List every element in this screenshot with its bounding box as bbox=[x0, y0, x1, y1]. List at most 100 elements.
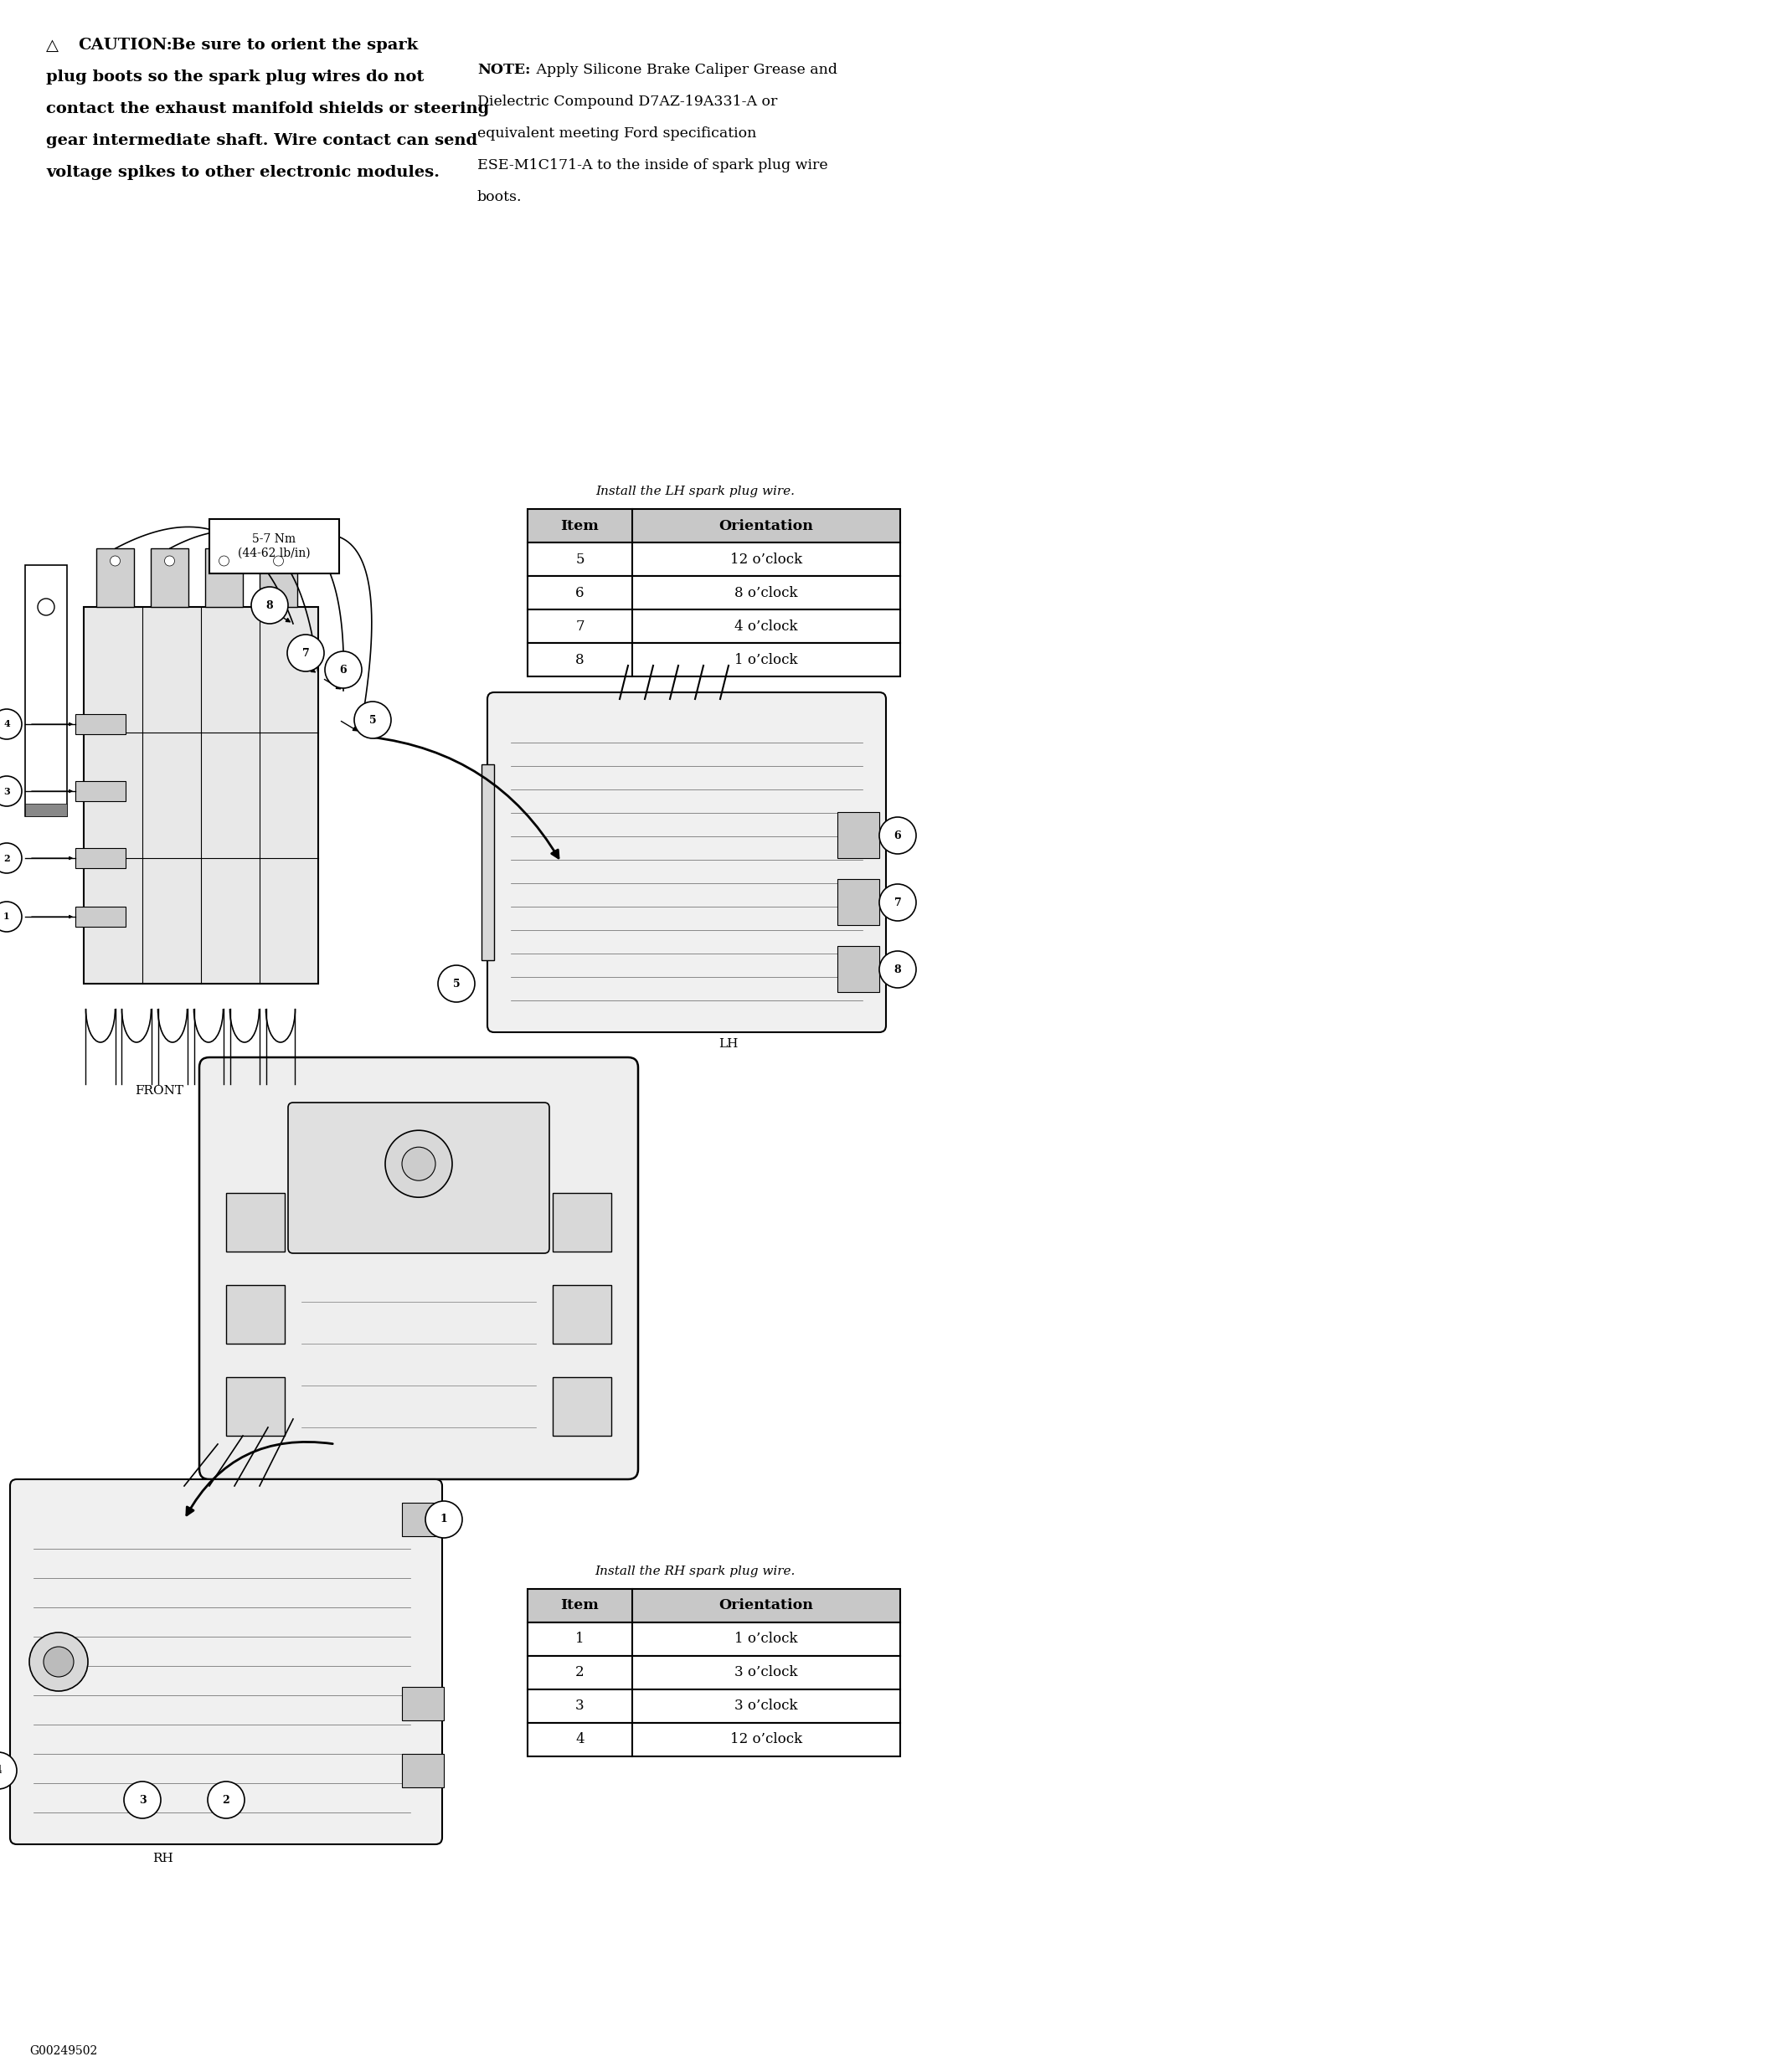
Text: NOTE:: NOTE: bbox=[478, 62, 531, 77]
Circle shape bbox=[385, 1131, 453, 1198]
Bar bbox=[96, 549, 134, 607]
Circle shape bbox=[879, 816, 916, 854]
Bar bbox=[403, 1753, 444, 1788]
Text: 8: 8 bbox=[266, 599, 273, 611]
Text: Apply Silicone Brake Caliper Grease and: Apply Silicone Brake Caliper Grease and bbox=[531, 62, 838, 77]
Text: 1 o’clock: 1 o’clock bbox=[734, 1633, 798, 1647]
Bar bbox=[75, 715, 125, 733]
FancyBboxPatch shape bbox=[11, 1479, 442, 1844]
Circle shape bbox=[37, 599, 55, 615]
Bar bbox=[226, 1285, 285, 1343]
Bar bbox=[527, 1724, 900, 1757]
Circle shape bbox=[219, 555, 230, 566]
Bar bbox=[75, 781, 125, 802]
Text: 12 o’clock: 12 o’clock bbox=[731, 551, 802, 566]
Text: 4 o’clock: 4 o’clock bbox=[734, 620, 798, 634]
Circle shape bbox=[403, 1148, 435, 1181]
Text: 2: 2 bbox=[576, 1666, 584, 1680]
Text: △: △ bbox=[46, 37, 59, 54]
Text: 3: 3 bbox=[4, 787, 11, 796]
Text: G00249502: G00249502 bbox=[29, 2045, 98, 2057]
Text: FRONT: FRONT bbox=[135, 1086, 184, 1096]
FancyBboxPatch shape bbox=[289, 1102, 549, 1254]
Circle shape bbox=[0, 901, 21, 932]
Text: 3: 3 bbox=[139, 1794, 146, 1805]
Circle shape bbox=[879, 885, 916, 920]
Text: 1 o’clock: 1 o’clock bbox=[734, 653, 798, 667]
Circle shape bbox=[251, 586, 289, 624]
Text: 7: 7 bbox=[301, 649, 310, 659]
Bar bbox=[527, 1589, 900, 1622]
Text: 4: 4 bbox=[4, 719, 11, 729]
Text: 6: 6 bbox=[576, 586, 584, 599]
Bar bbox=[208, 520, 339, 574]
Bar bbox=[226, 1193, 285, 1251]
Text: 6: 6 bbox=[895, 831, 902, 841]
Bar bbox=[226, 1378, 285, 1436]
Text: Item: Item bbox=[561, 518, 599, 533]
Circle shape bbox=[879, 951, 916, 988]
Bar bbox=[75, 908, 125, 926]
Bar bbox=[403, 1502, 444, 1535]
Bar bbox=[481, 765, 494, 959]
Bar bbox=[84, 607, 319, 984]
Circle shape bbox=[438, 966, 474, 1003]
Text: 7: 7 bbox=[895, 897, 902, 908]
Text: 4: 4 bbox=[576, 1732, 584, 1747]
Bar bbox=[838, 812, 879, 858]
Bar bbox=[552, 1378, 611, 1436]
Circle shape bbox=[426, 1500, 462, 1537]
Text: 3: 3 bbox=[576, 1699, 584, 1714]
Circle shape bbox=[110, 555, 119, 566]
Text: 1: 1 bbox=[4, 912, 11, 922]
Text: boots.: boots. bbox=[478, 191, 522, 205]
Text: 5-7 Nm
(44-62 lb/in): 5-7 Nm (44-62 lb/in) bbox=[239, 533, 310, 559]
Text: 8: 8 bbox=[895, 963, 902, 976]
Circle shape bbox=[273, 555, 283, 566]
Text: contact the exhaust manifold shields or steering: contact the exhaust manifold shields or … bbox=[46, 102, 490, 116]
Bar bbox=[75, 847, 125, 868]
Bar bbox=[527, 543, 900, 576]
Text: ESE-M1C171-A to the inside of spark plug wire: ESE-M1C171-A to the inside of spark plug… bbox=[478, 157, 829, 172]
Text: gear intermediate shaft. Wire contact can send: gear intermediate shaft. Wire contact ca… bbox=[46, 133, 478, 149]
Text: 2: 2 bbox=[4, 854, 11, 862]
Text: LH: LH bbox=[718, 1038, 738, 1051]
Circle shape bbox=[0, 843, 21, 872]
FancyBboxPatch shape bbox=[200, 1057, 638, 1479]
Text: 2: 2 bbox=[223, 1794, 230, 1805]
Text: Be sure to orient the spark: Be sure to orient the spark bbox=[166, 37, 419, 52]
Bar bbox=[838, 947, 879, 992]
Text: Item: Item bbox=[561, 1600, 599, 1612]
Bar bbox=[527, 1689, 900, 1724]
Bar bbox=[552, 1285, 611, 1343]
Bar bbox=[205, 549, 242, 607]
Bar bbox=[151, 549, 189, 607]
Text: Orientation: Orientation bbox=[718, 1600, 814, 1612]
Text: voltage spikes to other electronic modules.: voltage spikes to other electronic modul… bbox=[46, 166, 440, 180]
Text: plug boots so the spark plug wires do not: plug boots so the spark plug wires do no… bbox=[46, 70, 424, 85]
Bar bbox=[527, 1622, 900, 1656]
Circle shape bbox=[0, 709, 21, 740]
Circle shape bbox=[0, 1753, 16, 1788]
Bar bbox=[838, 879, 879, 924]
Text: 1: 1 bbox=[576, 1633, 584, 1647]
Text: 8: 8 bbox=[576, 653, 584, 667]
Text: Orientation: Orientation bbox=[718, 518, 814, 533]
Bar bbox=[527, 510, 900, 543]
Bar bbox=[25, 566, 68, 816]
Text: 5: 5 bbox=[369, 715, 376, 725]
Circle shape bbox=[125, 1782, 160, 1819]
Bar bbox=[527, 609, 900, 642]
Text: 3 o’clock: 3 o’clock bbox=[734, 1666, 798, 1680]
Text: 5: 5 bbox=[576, 551, 584, 566]
Bar bbox=[403, 1687, 444, 1720]
Text: equivalent meeting Ford specification: equivalent meeting Ford specification bbox=[478, 126, 757, 141]
Text: 12 o’clock: 12 o’clock bbox=[731, 1732, 802, 1747]
Text: Install the RH spark plug wire.: Install the RH spark plug wire. bbox=[595, 1566, 795, 1577]
Text: CAUTION:: CAUTION: bbox=[78, 37, 173, 52]
Text: Dielectric Compound D7AZ-19A331-A or: Dielectric Compound D7AZ-19A331-A or bbox=[478, 95, 777, 110]
Circle shape bbox=[355, 702, 390, 738]
Bar bbox=[552, 1193, 611, 1251]
Bar bbox=[527, 642, 900, 675]
Bar bbox=[260, 549, 298, 607]
